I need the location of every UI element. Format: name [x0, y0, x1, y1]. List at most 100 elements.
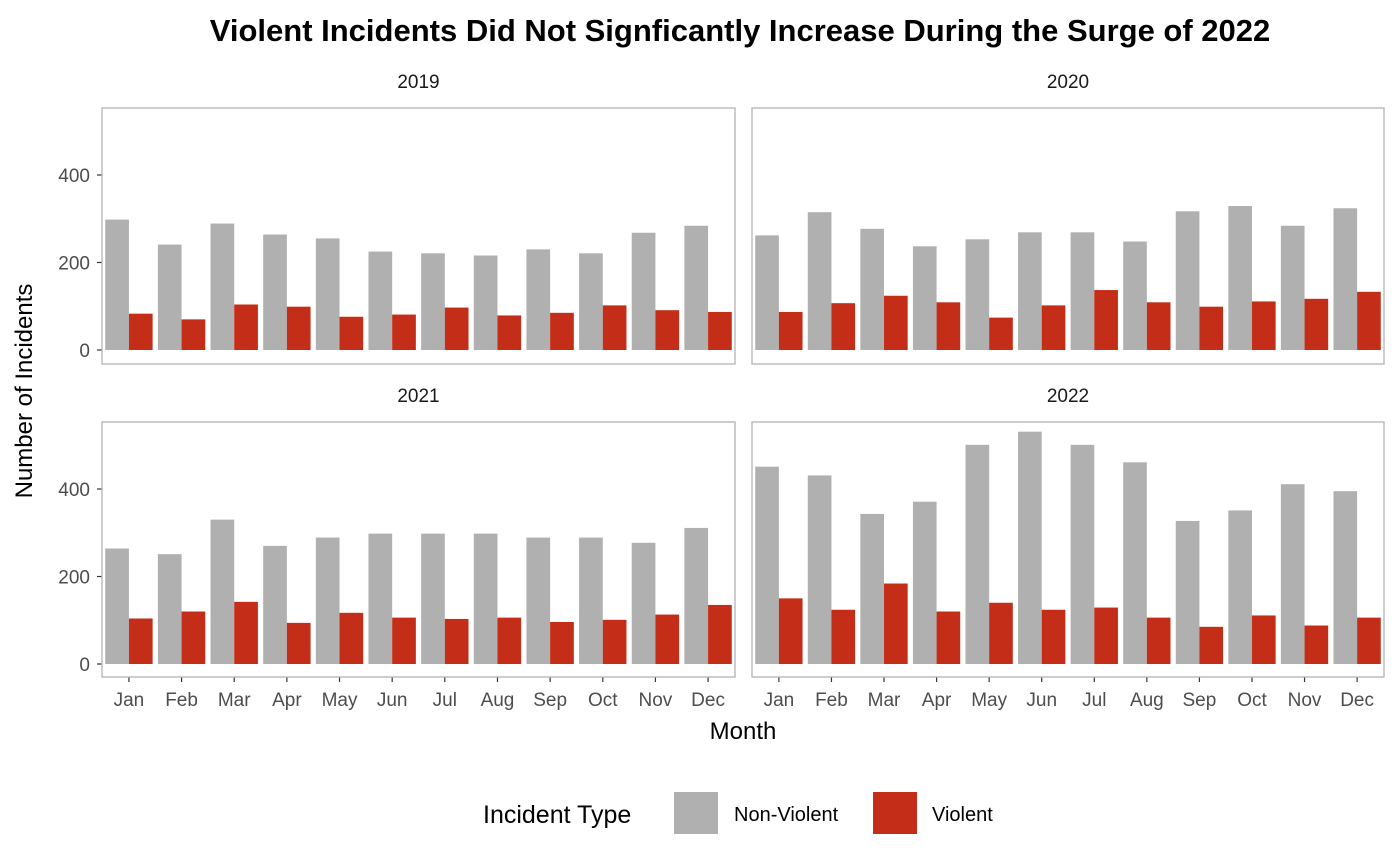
panel-border — [101, 421, 736, 678]
y-tick-label: 0 — [79, 655, 90, 676]
x-tick-label: Nov — [639, 690, 673, 711]
bar-violent — [497, 617, 522, 664]
bar-non-violent — [157, 554, 182, 664]
x-tick-label: Jun — [1026, 690, 1057, 711]
bar-non-violent — [210, 519, 235, 664]
facet-label: 2021 — [397, 386, 439, 407]
bar-violent — [602, 305, 627, 350]
bar-non-violent — [755, 466, 779, 664]
panel-border — [751, 421, 1385, 678]
bar-violent — [128, 618, 153, 664]
facet-panel-2021: 2021 Jan Feb Mar Apr May Jun Jul Aug Sep Oct Nov Dec… — [58, 386, 736, 711]
x-tick-label: Feb — [165, 690, 198, 711]
x-tick-label: Oct — [1237, 690, 1267, 711]
bar-non-violent — [1280, 484, 1305, 664]
bar-violent — [286, 622, 311, 664]
bar-violent — [286, 306, 311, 350]
bar-non-violent — [912, 246, 937, 350]
bar-non-violent — [1228, 510, 1252, 664]
bar-violent — [128, 313, 153, 350]
x-tick-label: Jan — [114, 690, 145, 711]
bar-violent — [339, 612, 364, 664]
bar-violent — [497, 315, 522, 350]
x-tick-label: Dec — [691, 690, 725, 711]
x-tick-label: Jul — [1082, 690, 1106, 711]
bar-violent — [1199, 306, 1224, 350]
y-axis-title: Number of Incidents — [11, 284, 38, 499]
x-axis-title: Month — [710, 718, 777, 745]
bar-violent — [1146, 617, 1171, 664]
bar-violent — [1094, 290, 1118, 350]
bar-non-violent — [368, 533, 393, 664]
x-tick-label: Jan — [764, 690, 795, 711]
bar-violent — [234, 601, 258, 664]
bar-violent — [392, 617, 416, 664]
bar-non-violent — [1228, 206, 1252, 350]
bar-violent — [1357, 291, 1381, 350]
y-tick-label: 400 — [58, 166, 90, 187]
x-tick-label: Sep — [533, 690, 567, 711]
bar-violent — [708, 311, 732, 350]
bar-non-violent — [1333, 491, 1358, 664]
bar-non-violent — [105, 548, 129, 664]
bar-non-violent — [684, 225, 709, 350]
facet-grid: 2019 0 200 400 2020 2021 Jan Feb Mar Apr May Jun Jul… — [58, 72, 1385, 711]
bar-violent — [1041, 609, 1066, 664]
bar-violent — [989, 602, 1013, 664]
bar-non-violent — [1175, 520, 1200, 664]
x-tick-label: Aug — [1130, 690, 1164, 711]
x-tick-label: Oct — [588, 690, 618, 711]
y-tick-label: 0 — [79, 341, 90, 362]
bar-violent — [1146, 302, 1171, 350]
bar-violent — [884, 295, 908, 350]
bar-violent — [1357, 617, 1381, 664]
facet-panel-2019: 2019 0 200 400 — [58, 72, 736, 365]
x-tick-label: Aug — [481, 690, 515, 711]
bar-non-violent — [473, 533, 498, 664]
x-tick-label: Feb — [815, 690, 848, 711]
y-tick-label: 400 — [58, 480, 90, 501]
bar-non-violent — [1070, 444, 1095, 664]
bar-non-violent — [526, 249, 551, 350]
bar-non-violent — [526, 537, 551, 664]
bar-non-violent — [210, 223, 235, 350]
x-tick-label: Dec — [1340, 690, 1374, 711]
bar-violent — [936, 611, 961, 664]
bar-non-violent — [965, 444, 990, 664]
bar-non-violent — [421, 533, 445, 664]
x-tick-label: Jul — [433, 690, 457, 711]
bar-non-violent — [105, 219, 129, 350]
y-tick-label: 200 — [58, 254, 90, 275]
bar-non-violent — [1123, 462, 1147, 664]
bar-non-violent — [807, 212, 832, 350]
bar-non-violent — [1070, 232, 1095, 350]
bar-non-violent — [755, 235, 779, 350]
bar-violent — [1251, 615, 1276, 664]
bar-violent — [884, 583, 908, 664]
bar-non-violent — [263, 234, 287, 350]
bar-non-violent — [315, 238, 340, 350]
bar-non-violent — [684, 527, 709, 664]
bar-non-violent — [860, 513, 885, 664]
bar-non-violent — [912, 501, 937, 664]
bar-violent — [655, 614, 680, 664]
bar-non-violent — [965, 239, 990, 350]
bar-violent — [1304, 625, 1329, 664]
x-tick-label: May — [322, 690, 358, 711]
bar-violent — [1041, 305, 1066, 350]
legend: Incident Type Non-Violent Violent — [483, 792, 993, 834]
bar-violent — [550, 622, 574, 664]
facet-panel-2022: 2022 Jan Feb Mar Apr May Jun Jul Aug Sep Oct Nov Dec — [751, 386, 1385, 711]
facet-panel-2020: 2020 — [751, 72, 1385, 365]
x-tick-label: May — [971, 690, 1007, 711]
legend-title: Incident Type — [483, 801, 631, 829]
bar-non-violent — [157, 244, 182, 350]
x-tick-label: Sep — [1183, 690, 1217, 711]
bar-non-violent — [1280, 225, 1305, 350]
bar-violent — [444, 618, 469, 664]
bar-violent — [234, 304, 258, 350]
x-tick-label: Apr — [272, 690, 302, 711]
bar-violent — [444, 307, 469, 350]
bar-violent — [831, 303, 856, 350]
legend-label-violent: Violent — [932, 804, 993, 826]
